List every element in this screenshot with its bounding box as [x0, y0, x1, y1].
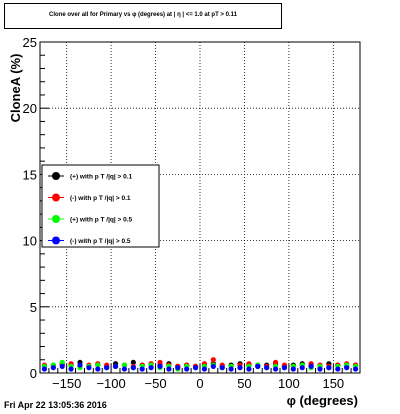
legend-label: (-) with p T /|q| > 0.1 — [70, 195, 131, 202]
data-point — [184, 366, 190, 372]
x-tick-label: 50 — [237, 376, 251, 391]
data-point — [352, 366, 359, 372]
data-point — [219, 365, 225, 371]
x-axis-label: φ (degrees) — [287, 393, 358, 408]
data-point — [59, 359, 65, 366]
data-point — [166, 366, 172, 372]
data-point — [95, 362, 101, 368]
data-point — [210, 363, 216, 369]
legend-box — [41, 164, 160, 248]
legend-marker — [52, 236, 60, 245]
axis-ticks — [39, 41, 361, 374]
x-tick-label: 150 — [322, 376, 344, 391]
data-point — [281, 365, 288, 371]
data-point — [68, 366, 74, 372]
data-point — [201, 366, 208, 372]
data-point — [299, 365, 305, 371]
y-tick-label: 20 — [23, 101, 37, 116]
data-point — [139, 366, 145, 372]
data-point — [290, 366, 296, 372]
legend-label: (-) with p T /|q| > 0.5 — [70, 238, 131, 245]
data-point — [308, 363, 314, 369]
x-tick-label: −50 — [145, 376, 167, 391]
data-point — [210, 357, 216, 363]
y-tick-label: 0 — [30, 366, 37, 381]
data-point — [86, 365, 92, 371]
data-point — [112, 363, 119, 369]
data-point — [95, 366, 101, 372]
x-tick-label: 100 — [278, 376, 300, 391]
y-tick-label: 25 — [23, 35, 37, 50]
tick-labels: −150 −100 −50 0 50 100 150 0 5 10 15 20 25 — [23, 35, 345, 391]
data-point — [326, 365, 332, 371]
data-point — [272, 359, 279, 366]
data-point — [192, 365, 199, 371]
y-axis-label: CloneA (%) — [8, 54, 23, 123]
data-point — [130, 359, 136, 366]
data-point — [104, 365, 110, 371]
data-point — [148, 365, 154, 371]
data-point — [344, 365, 350, 371]
data-point — [272, 366, 279, 372]
data-point — [77, 362, 83, 368]
series-group — [41, 362, 359, 372]
data-point — [317, 366, 323, 372]
y-tick-label: 15 — [23, 167, 37, 182]
legend: (+) with p T /|q| > 0.1 (-) with p T /|q|… — [41, 164, 160, 248]
data-point — [157, 363, 163, 369]
data-point — [264, 365, 270, 371]
title-box: Clone over all for Primary vs φ (degrees… — [4, 3, 282, 29]
data-point — [130, 365, 136, 371]
x-tick-label: −100 — [96, 376, 125, 391]
data-point — [41, 366, 48, 372]
data-point — [246, 366, 252, 372]
data-point — [228, 366, 234, 372]
chart-title: Clone over all for Primary vs φ (degrees… — [49, 12, 237, 18]
x-tick-label: 0 — [196, 376, 203, 391]
legend-marker — [52, 193, 60, 202]
data-point — [50, 365, 56, 371]
timestamp: Fri Apr 22 13:05:36 2016 — [4, 400, 107, 410]
data-point — [121, 366, 128, 372]
legend-label: (+) with p T /|q| > 0.1 — [70, 174, 133, 181]
data-point — [59, 363, 65, 369]
data-series — [41, 357, 359, 372]
data-point — [255, 363, 261, 369]
legend-marker — [52, 172, 60, 180]
data-point — [335, 366, 341, 372]
x-tick-label: −150 — [52, 376, 81, 391]
legend-marker — [52, 215, 60, 223]
data-point — [175, 365, 181, 371]
y-tick-label: 10 — [23, 234, 37, 249]
legend-label: (+) with p T /|q| > 0.5 — [70, 217, 133, 224]
y-tick-label: 5 — [30, 300, 37, 315]
data-point — [121, 362, 128, 368]
data-point — [157, 359, 163, 366]
data-point — [237, 365, 243, 371]
